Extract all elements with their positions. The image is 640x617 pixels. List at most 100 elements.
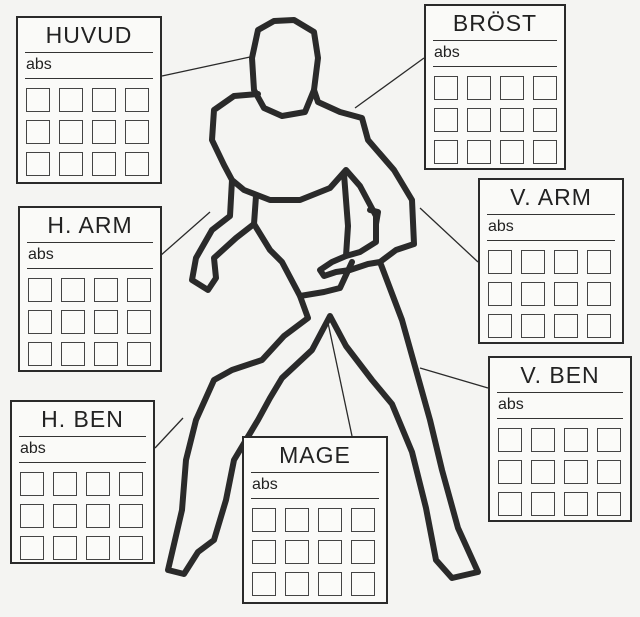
checkbox-cell[interactable] [500,140,524,164]
checkbox-cell[interactable] [94,342,118,366]
checkbox-cell[interactable] [554,282,578,306]
checkbox-cell[interactable] [59,152,83,176]
checkbox-cell[interactable] [531,492,555,516]
checkbox-cell[interactable] [92,120,116,144]
checkbox-cell[interactable] [53,504,77,528]
checkbox-cell[interactable] [86,472,110,496]
checkbox-cell[interactable] [59,88,83,112]
abs-rule [497,418,623,419]
panel-title: V. BEN [520,362,600,388]
checkbox-cell[interactable] [587,250,611,274]
checkbox-cell[interactable] [94,278,118,302]
checkbox-cell[interactable] [20,536,44,560]
checkbox-cell[interactable] [533,108,557,132]
figure-head [249,17,321,119]
checkbox-cell[interactable] [26,88,50,112]
checkbox-cell[interactable] [554,250,578,274]
checkbox-cell[interactable] [92,152,116,176]
checkbox-cell[interactable] [285,540,309,564]
checkbox-cell[interactable] [488,282,512,306]
checkbox-cell[interactable] [127,278,151,302]
checkbox-cell[interactable] [351,508,375,532]
checkbox-cell[interactable] [318,572,342,596]
panel-abs-label: abs [252,476,278,493]
panel-brost: BRÖST abs [424,4,566,170]
checkbox-cell[interactable] [597,428,621,452]
checkbox-cell[interactable] [127,310,151,334]
checkbox-grid [488,250,611,338]
panel-h-ben: H. BEN abs [10,400,155,564]
checkbox-cell[interactable] [28,278,52,302]
checkbox-cell[interactable] [92,88,116,112]
checkbox-cell[interactable] [318,508,342,532]
checkbox-cell[interactable] [531,460,555,484]
checkbox-cell[interactable] [119,472,143,496]
checkbox-cell[interactable] [86,504,110,528]
abs-rule [433,66,557,67]
checkbox-cell[interactable] [351,572,375,596]
checkbox-cell[interactable] [86,536,110,560]
checkbox-cell[interactable] [531,428,555,452]
checkbox-cell[interactable] [20,472,44,496]
checkbox-cell[interactable] [587,282,611,306]
checkbox-cell[interactable] [125,88,149,112]
checkbox-cell[interactable] [521,282,545,306]
checkbox-cell[interactable] [564,428,588,452]
checkbox-cell[interactable] [61,342,85,366]
connector-line [159,211,211,257]
checkbox-cell[interactable] [434,76,458,100]
connector-line [419,367,489,389]
checkbox-cell[interactable] [554,314,578,338]
checkbox-cell[interactable] [597,492,621,516]
abs-rule [25,78,153,79]
panel-abs-label: abs [26,56,52,73]
checkbox-cell[interactable] [434,140,458,164]
checkbox-cell[interactable] [587,314,611,338]
panel-title: BRÖST [452,10,538,36]
checkbox-cell[interactable] [533,140,557,164]
checkbox-cell[interactable] [467,76,491,100]
checkbox-cell[interactable] [318,540,342,564]
checkbox-cell[interactable] [28,342,52,366]
panel-title: V. ARM [510,184,592,210]
panel-title: HUVUD [45,22,133,48]
checkbox-cell[interactable] [61,278,85,302]
checkbox-cell[interactable] [20,504,44,528]
checkbox-cell[interactable] [252,508,276,532]
checkbox-cell[interactable] [597,460,621,484]
checkbox-cell[interactable] [467,108,491,132]
checkbox-cell[interactable] [351,540,375,564]
checkbox-cell[interactable] [119,536,143,560]
checkbox-cell[interactable] [26,152,50,176]
checkbox-cell[interactable] [500,108,524,132]
checkbox-cell[interactable] [467,140,491,164]
checkbox-cell[interactable] [53,536,77,560]
checkbox-cell[interactable] [285,572,309,596]
checkbox-cell[interactable] [564,492,588,516]
checkbox-cell[interactable] [127,342,151,366]
checkbox-cell[interactable] [125,120,149,144]
checkbox-cell[interactable] [28,310,52,334]
checkbox-cell[interactable] [252,572,276,596]
checkbox-cell[interactable] [498,492,522,516]
checkbox-cell[interactable] [521,250,545,274]
checkbox-cell[interactable] [53,472,77,496]
checkbox-cell[interactable] [26,120,50,144]
checkbox-cell[interactable] [564,460,588,484]
checkbox-cell[interactable] [59,120,83,144]
checkbox-cell[interactable] [119,504,143,528]
checkbox-cell[interactable] [488,250,512,274]
checkbox-cell[interactable] [125,152,149,176]
checkbox-cell[interactable] [533,76,557,100]
checkbox-cell[interactable] [500,76,524,100]
panel-abs-label: abs [20,440,46,457]
checkbox-cell[interactable] [498,460,522,484]
checkbox-cell[interactable] [498,428,522,452]
checkbox-cell[interactable] [285,508,309,532]
checkbox-cell[interactable] [252,540,276,564]
checkbox-cell[interactable] [94,310,118,334]
checkbox-cell[interactable] [488,314,512,338]
checkbox-cell[interactable] [61,310,85,334]
checkbox-cell[interactable] [434,108,458,132]
checkbox-cell[interactable] [521,314,545,338]
